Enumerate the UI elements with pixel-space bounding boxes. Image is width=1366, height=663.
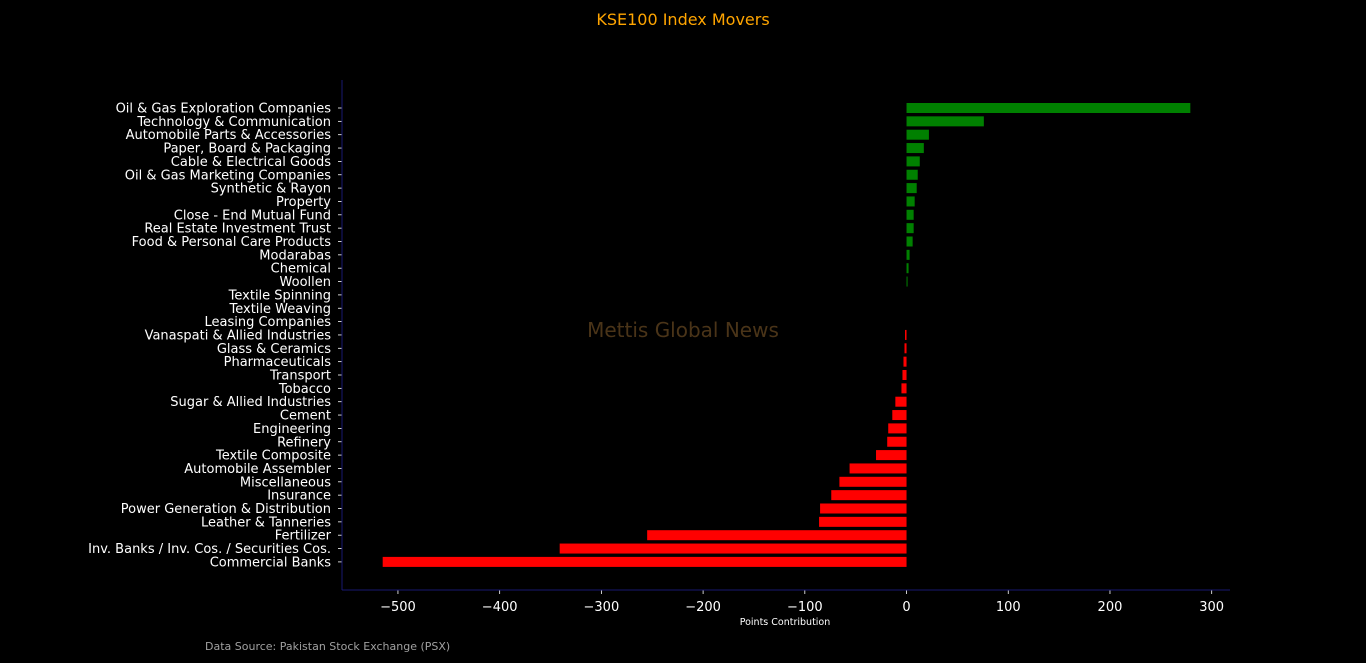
bar	[906, 169, 918, 180]
x-tick-label: −100	[787, 600, 823, 615]
bar	[906, 236, 913, 247]
x-tick-label: 300	[1199, 600, 1224, 615]
bar	[906, 183, 917, 194]
category-label: Power Generation & Distribution	[121, 502, 331, 517]
bar	[839, 476, 907, 487]
bar	[906, 156, 920, 167]
bar	[905, 329, 907, 340]
chart-title: KSE100 Index Movers	[596, 10, 770, 29]
category-label: Engineering	[253, 422, 331, 437]
bar	[901, 383, 907, 394]
category-label: Oil & Gas Marketing Companies	[125, 168, 331, 183]
bar	[906, 129, 929, 140]
category-label: Leasing Companies	[204, 315, 331, 330]
bar	[820, 503, 907, 514]
x-tick-label: −500	[380, 600, 416, 615]
bar	[559, 543, 907, 554]
bar	[888, 423, 907, 434]
category-label: Leather & Tanneries	[201, 515, 331, 530]
category-label: Fertilizer	[275, 529, 332, 544]
category-label: Property	[276, 195, 331, 210]
bar	[906, 116, 984, 127]
bar	[647, 530, 907, 541]
bar	[892, 410, 907, 421]
category-label: Vanaspati & Allied Industries	[145, 328, 332, 343]
x-tick-label: −300	[584, 600, 620, 615]
watermark: Mettis Global News	[587, 318, 779, 342]
category-label: Glass & Ceramics	[217, 342, 331, 357]
x-tick-label: 100	[996, 600, 1021, 615]
category-label: Pharmaceuticals	[224, 355, 332, 370]
x-ticks-group: −500 −400 −300 −200 −100 0 100 200 300	[380, 590, 1224, 615]
category-label: Real Estate Investment Trust	[144, 222, 331, 237]
category-label: Inv. Banks / Inv. Cos. / Securities Cos.	[88, 542, 331, 557]
x-tick-label: 200	[1098, 600, 1123, 615]
bar	[906, 223, 914, 234]
category-label: Automobile Parts & Accessories	[126, 128, 332, 143]
category-label: Cable & Electrical Goods	[171, 155, 331, 170]
category-label: Sugar & Allied Industries	[170, 395, 331, 410]
x-tick-label: −200	[685, 600, 721, 615]
category-label: Modarabas	[259, 248, 331, 263]
category-label: Technology & Communication	[136, 115, 331, 130]
category-label: Tobacco	[278, 382, 331, 397]
bar	[906, 209, 914, 220]
bar	[906, 196, 915, 207]
bar	[831, 490, 907, 501]
category-label: Textile Weaving	[229, 302, 332, 317]
bar	[904, 343, 907, 354]
category-label: Refinery	[277, 435, 331, 450]
bar	[895, 396, 907, 407]
data-source-note: Data Source: Pakistan Stock Exchange (PS…	[205, 640, 451, 653]
bar	[819, 516, 907, 527]
category-label: Paper, Board & Packaging	[163, 142, 331, 157]
bar	[876, 450, 907, 461]
category-label: Synthetic & Rayon	[211, 182, 331, 197]
category-label: Chemical	[271, 262, 331, 277]
category-label: Miscellaneous	[240, 475, 331, 490]
x-tick-label: −400	[482, 600, 518, 615]
bar	[906, 249, 910, 260]
category-labels-group: Oil & Gas Exploration CompaniesTechnolog…	[88, 102, 342, 570]
bar	[903, 356, 907, 367]
category-label: Transport	[269, 369, 331, 384]
bar	[849, 463, 907, 474]
category-label: Close - End Mutual Fund	[174, 208, 331, 223]
category-label: Textile Composite	[215, 449, 331, 464]
bar	[906, 263, 909, 274]
bar	[382, 556, 907, 567]
category-label: Cement	[280, 409, 331, 424]
category-label: Textile Spinning	[228, 288, 331, 303]
x-tick-label: 0	[902, 600, 910, 615]
category-label: Food & Personal Care Products	[132, 235, 332, 250]
x-axis-label: Points Contribution	[739, 617, 831, 628]
bar	[887, 436, 907, 447]
category-label: Woollen	[280, 275, 331, 290]
bar	[902, 370, 907, 380]
category-label: Automobile Assembler	[184, 462, 331, 477]
category-label: Insurance	[267, 489, 331, 504]
bars-group	[382, 103, 1191, 567]
bar	[906, 103, 1191, 113]
bar	[906, 143, 924, 154]
category-label: Commercial Banks	[210, 555, 332, 570]
bar	[906, 276, 908, 287]
category-label: Oil & Gas Exploration Companies	[116, 102, 332, 117]
